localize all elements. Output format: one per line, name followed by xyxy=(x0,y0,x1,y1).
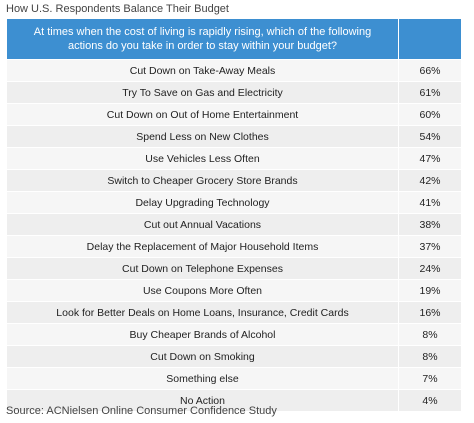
table-row: No Action 4% xyxy=(6,389,462,412)
percent-cell: 38% xyxy=(398,213,462,236)
action-cell: No Action xyxy=(6,389,399,412)
percent-cell: 4% xyxy=(398,389,462,412)
action-cell: Cut Down on Smoking xyxy=(6,345,399,368)
action-cell: Something else xyxy=(6,367,399,390)
percent-cell: 8% xyxy=(398,323,462,346)
table-row: Buy Cheaper Brands of Alcohol 8% xyxy=(6,323,462,346)
action-cell: Use Coupons More Often xyxy=(6,279,399,302)
table-row: Delay the Replacement of Major Household… xyxy=(6,235,462,258)
table-row: Use Vehicles Less Often 47% xyxy=(6,147,462,170)
table-row: Switch to Cheaper Grocery Store Brands 42… xyxy=(6,169,462,192)
action-cell: Look for Better Deals on Home Loans, Ins… xyxy=(6,301,399,324)
table-row: Try To Save on Gas and Electricity 61% xyxy=(6,81,462,104)
percent-cell: 47% xyxy=(398,147,462,170)
action-cell: Use Vehicles Less Often xyxy=(6,147,399,170)
percent-cell: 60% xyxy=(398,103,462,126)
header-value xyxy=(398,18,462,60)
action-cell: Delay the Replacement of Major Household… xyxy=(6,235,399,258)
table-row: Cut Down on Telephone Expenses 24% xyxy=(6,257,462,280)
percent-cell: 42% xyxy=(398,169,462,192)
percent-cell: 61% xyxy=(398,81,462,104)
action-cell: Try To Save on Gas and Electricity xyxy=(6,81,399,104)
percent-cell: 54% xyxy=(398,125,462,148)
table-row: Spend Less on New Clothes 54% xyxy=(6,125,462,148)
table-header-row: At times when the cost of living is rapi… xyxy=(6,18,462,60)
percent-cell: 8% xyxy=(398,345,462,368)
action-cell: Spend Less on New Clothes xyxy=(6,125,399,148)
action-cell: Buy Cheaper Brands of Alcohol xyxy=(6,323,399,346)
budget-table: At times when the cost of living is rapi… xyxy=(6,18,462,412)
table-row: Cut Down on Out of Home Entertainment 60% xyxy=(6,103,462,126)
action-cell: Cut Down on Telephone Expenses xyxy=(6,257,399,280)
table-row: Delay Upgrading Technology 41% xyxy=(6,191,462,214)
action-cell: Delay Upgrading Technology xyxy=(6,191,399,214)
percent-cell: 37% xyxy=(398,235,462,258)
action-cell: Cut Down on Out of Home Entertainment xyxy=(6,103,399,126)
action-cell: Cut out Annual Vacations xyxy=(6,213,399,236)
percent-cell: 24% xyxy=(398,257,462,280)
table-row: Cut Down on Smoking 8% xyxy=(6,345,462,368)
percent-cell: 19% xyxy=(398,279,462,302)
source-note: Source: ACNielsen Online Consumer Confid… xyxy=(6,405,277,417)
table-body: Cut Down on Take-Away Meals 66% Try To Sav… xyxy=(6,59,462,412)
table-row: Look for Better Deals on Home Loans, Ins… xyxy=(6,301,462,324)
header-question: At times when the cost of living is rapi… xyxy=(6,18,399,60)
percent-cell: 41% xyxy=(398,191,462,214)
action-cell: Cut Down on Take-Away Meals xyxy=(6,59,399,82)
table-row: Cut out Annual Vacations 38% xyxy=(6,213,462,236)
table-title: How U.S. Respondents Balance Their Budge… xyxy=(6,3,229,15)
percent-cell: 7% xyxy=(398,367,462,390)
percent-cell: 66% xyxy=(398,59,462,82)
table-row: Use Coupons More Often 19% xyxy=(6,279,462,302)
table-row: Something else 7% xyxy=(6,367,462,390)
percent-cell: 16% xyxy=(398,301,462,324)
action-cell: Switch to Cheaper Grocery Store Brands xyxy=(6,169,399,192)
table-row: Cut Down on Take-Away Meals 66% xyxy=(6,59,462,82)
